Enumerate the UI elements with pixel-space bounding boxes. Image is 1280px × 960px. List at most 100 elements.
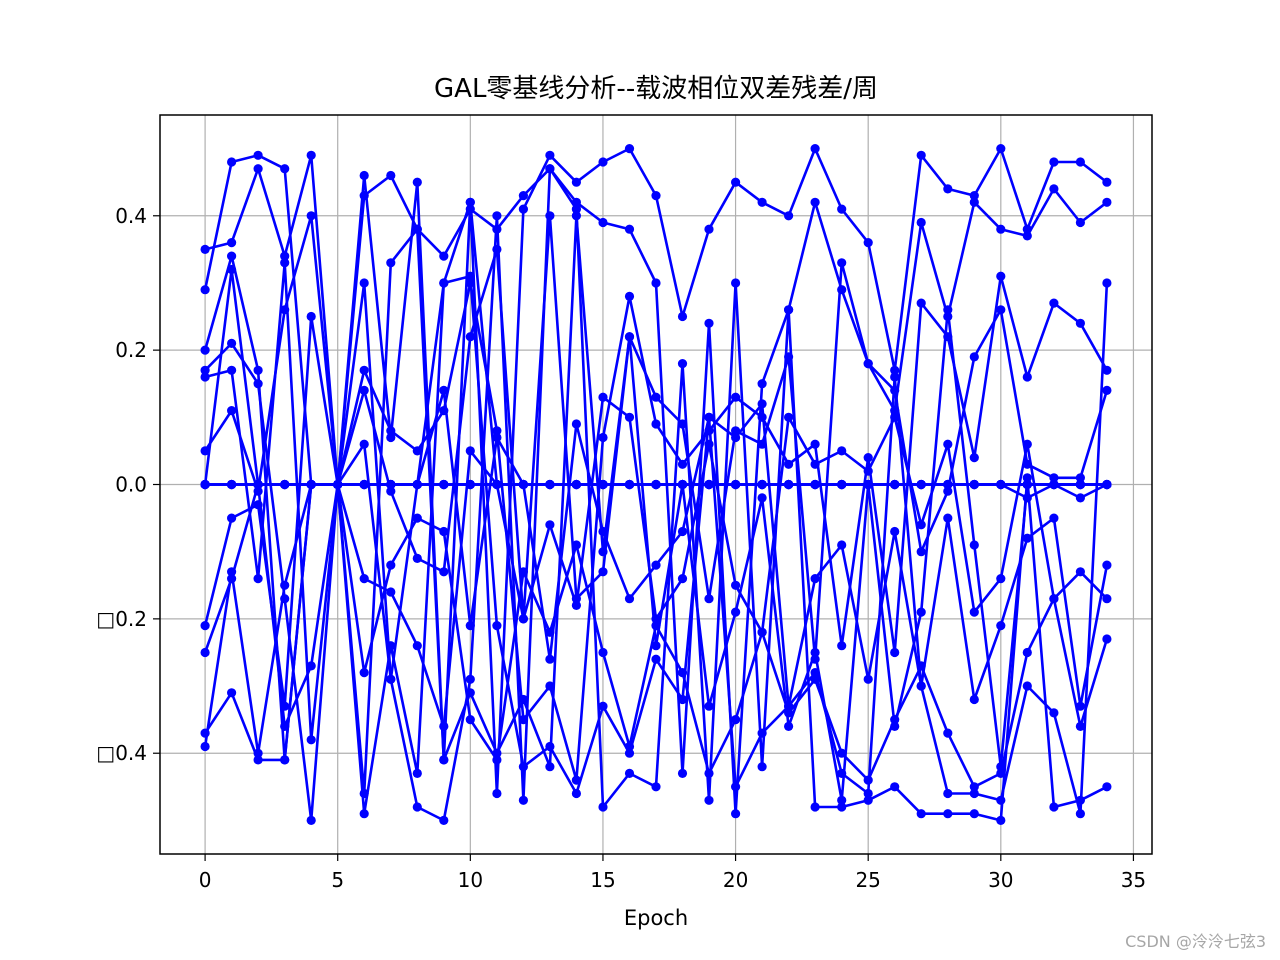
data-point <box>704 412 714 422</box>
data-point <box>1075 809 1085 819</box>
data-point <box>359 574 369 584</box>
data-point <box>571 479 582 490</box>
data-point <box>518 191 529 201</box>
data-point <box>306 150 316 160</box>
data-point <box>1049 513 1059 523</box>
data-point <box>545 681 555 691</box>
data-point <box>731 580 741 590</box>
data-point <box>890 479 900 490</box>
data-point <box>810 574 820 584</box>
data-point <box>306 661 316 671</box>
data-point <box>598 802 608 812</box>
data-point <box>651 654 661 664</box>
data-point <box>677 359 688 369</box>
data-point <box>757 479 767 490</box>
data-point <box>439 755 449 765</box>
data-point <box>465 197 475 207</box>
data-point <box>386 170 396 181</box>
data-point <box>200 345 210 355</box>
x-tick-label: 25 <box>855 868 880 892</box>
data-point <box>518 204 529 214</box>
data-point <box>253 755 263 765</box>
data-point <box>651 392 661 402</box>
data-point <box>784 459 794 469</box>
data-point <box>810 197 820 207</box>
data-point <box>386 258 396 268</box>
y-tick-label: 0.4 <box>115 204 147 228</box>
data-point <box>492 244 502 254</box>
data-point <box>227 688 237 698</box>
data-point <box>757 493 767 503</box>
data-point <box>731 177 741 187</box>
data-point <box>890 721 900 732</box>
data-point <box>1102 560 1112 570</box>
data-point <box>624 291 635 301</box>
data-point <box>916 681 926 691</box>
data-point <box>677 668 688 678</box>
data-point <box>996 224 1006 234</box>
data-point <box>677 526 688 537</box>
data-point <box>439 385 449 395</box>
data-point <box>890 385 900 395</box>
data-point <box>1049 157 1059 167</box>
data-point <box>253 479 263 490</box>
data-point <box>545 762 555 772</box>
data-point <box>1075 701 1085 711</box>
data-point <box>1022 479 1032 490</box>
data-point <box>731 479 741 490</box>
data-point <box>1102 634 1112 644</box>
data-point <box>598 547 608 557</box>
data-point <box>359 365 369 375</box>
data-point <box>571 775 582 785</box>
data-point <box>916 298 926 308</box>
data-point <box>757 197 767 207</box>
data-point <box>916 479 926 490</box>
data-point <box>1102 278 1112 288</box>
data-point <box>1022 533 1032 543</box>
data-point <box>810 439 820 449</box>
data-point <box>916 150 926 160</box>
y-tick-label: □0.4 <box>96 741 147 765</box>
x-tick-label: 5 <box>331 868 344 892</box>
data-point <box>359 439 369 449</box>
data-point <box>916 607 926 617</box>
data-point <box>677 419 688 429</box>
data-point <box>439 251 449 261</box>
data-point <box>571 600 582 611</box>
data-point <box>624 412 635 422</box>
data-point <box>1075 157 1085 167</box>
data-point <box>1049 594 1059 604</box>
data-point <box>598 567 608 577</box>
data-point <box>651 419 661 429</box>
data-point <box>916 217 926 228</box>
data-point <box>412 177 422 187</box>
x-tick-label: 20 <box>723 868 748 892</box>
data-point <box>810 674 820 684</box>
data-point <box>1022 439 1032 449</box>
data-point <box>969 479 979 490</box>
data-point <box>784 412 794 422</box>
data-point <box>677 768 688 779</box>
data-point <box>386 486 396 496</box>
data-point <box>704 795 714 805</box>
data-point <box>863 479 873 490</box>
data-point <box>359 668 369 678</box>
data-point <box>492 755 502 765</box>
data-point <box>1022 647 1032 658</box>
data-point <box>412 768 422 779</box>
data-point <box>1102 782 1112 792</box>
data-point <box>757 762 767 772</box>
data-point <box>651 479 661 490</box>
data-point <box>731 278 741 288</box>
data-point <box>624 748 635 758</box>
data-point <box>996 271 1006 281</box>
data-point <box>465 479 475 490</box>
data-point <box>227 264 237 275</box>
data-point <box>412 641 422 651</box>
data-point <box>1075 567 1085 577</box>
data-point <box>969 191 979 201</box>
data-point <box>200 244 210 254</box>
data-point <box>916 809 926 819</box>
data-point <box>757 399 767 409</box>
